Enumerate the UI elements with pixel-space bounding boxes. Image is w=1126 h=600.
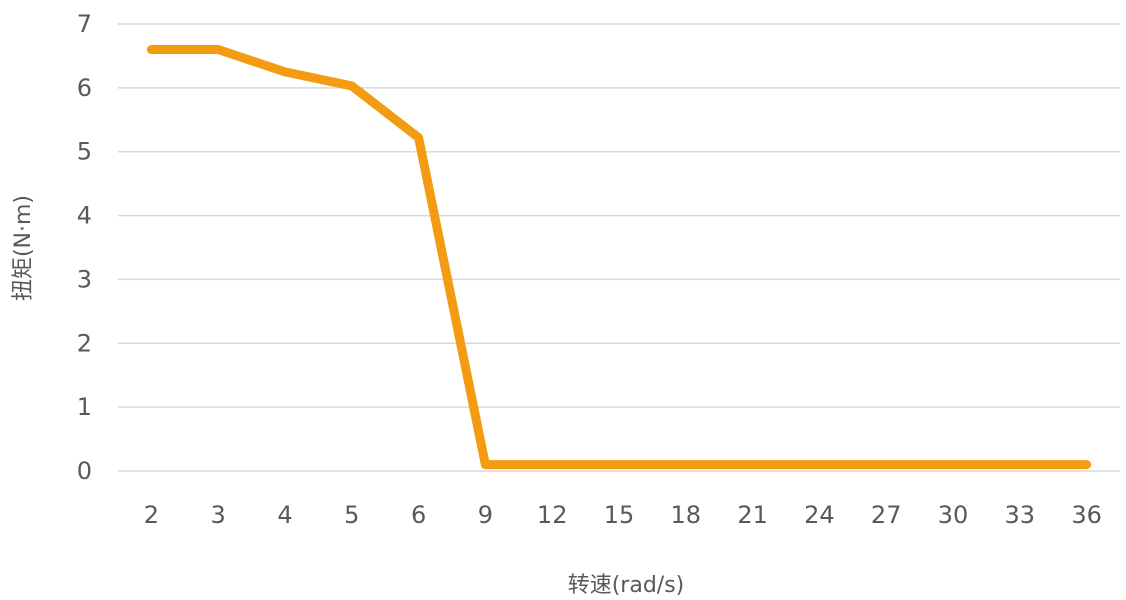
y-axis-title: 扭矩(N·m) (11, 195, 36, 301)
x-axis-ticks: 2 3 4 5 6 9 12 15 18 21 24 27 30 33 36 (144, 501, 1102, 529)
x-tick-label: 27 (871, 501, 902, 529)
gridlines (118, 23, 1120, 472)
x-tick-label: 15 (604, 501, 635, 529)
x-tick-label: 36 (1071, 501, 1102, 529)
series-line-0 (146, 45, 1092, 470)
y-tick-label: 4 (77, 202, 92, 230)
y-tick-label: 6 (77, 74, 92, 102)
x-tick-label: 3 (211, 501, 226, 529)
x-tick-label: 2 (144, 501, 159, 529)
x-tick-label: 9 (478, 501, 493, 529)
y-tick-label: 3 (77, 265, 92, 293)
x-tick-label: 33 (1005, 501, 1036, 529)
series-layer (146, 45, 1092, 470)
x-tick-label: 24 (804, 501, 835, 529)
y-tick-label: 5 (77, 138, 92, 166)
x-axis-title: 转速(rad/s) (568, 573, 685, 598)
y-tick-label: 2 (77, 329, 92, 357)
y-tick-label: 0 (77, 457, 92, 485)
x-tick-label: 12 (537, 501, 568, 529)
x-tick-label: 5 (344, 501, 359, 529)
x-tick-label: 4 (277, 501, 292, 529)
y-axis-ticks: 0 1 2 3 4 5 6 7 (77, 10, 92, 485)
y-tick-label: 1 (77, 393, 92, 421)
x-tick-label: 18 (671, 501, 702, 529)
x-tick-label: 6 (411, 501, 426, 529)
y-tick-label: 7 (77, 10, 92, 38)
x-tick-label: 30 (938, 501, 969, 529)
x-tick-label: 21 (737, 501, 768, 529)
